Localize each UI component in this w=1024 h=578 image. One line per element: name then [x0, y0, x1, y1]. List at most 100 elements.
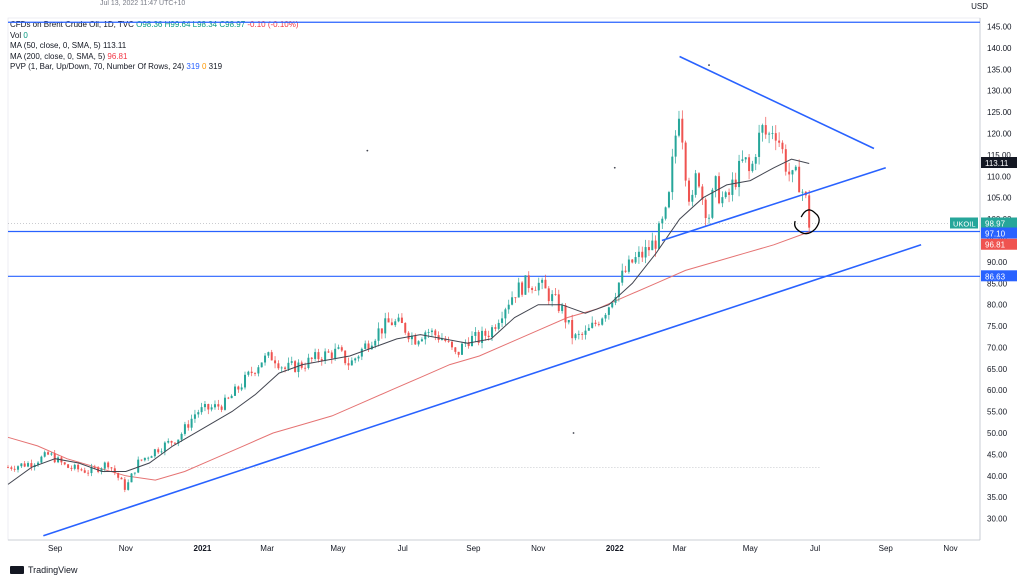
- candle-body: [741, 159, 744, 161]
- candle-body: [13, 468, 16, 470]
- candle-body: [294, 361, 297, 372]
- candle-body: [687, 180, 690, 202]
- candle-body: [370, 345, 373, 350]
- candle-body: [691, 194, 694, 202]
- candle-body: [631, 259, 634, 263]
- candle-body: [450, 341, 453, 348]
- candle-body: [561, 305, 564, 312]
- candle-body: [387, 318, 390, 323]
- y-tick-label: 50.00: [987, 429, 1008, 438]
- legend-ma50-row[interactable]: MA (50, close, 0, SMA, 5) 113.11: [10, 41, 299, 52]
- candle-body: [324, 351, 327, 361]
- candle-body: [6, 467, 10, 469]
- candle-body: [193, 414, 196, 419]
- ohlc-change: -0.10 (-0.10%): [247, 20, 299, 29]
- symbol-name: CFDs on Brent Crude Oil, 1D, TVC: [10, 20, 134, 29]
- pvp-value-1: 319: [186, 62, 200, 71]
- x-tick-label: 2022: [606, 544, 624, 553]
- ma50-value: 113.11: [102, 41, 127, 50]
- legend-vol-row[interactable]: Vol 0: [10, 31, 299, 42]
- legend-ma200-row[interactable]: MA (200, close, 0, SMA, 5) 96.81: [10, 52, 299, 63]
- candle-body: [587, 327, 590, 331]
- candle-body: [90, 467, 93, 474]
- candle-body: [721, 197, 724, 204]
- candle-body: [140, 459, 143, 461]
- candle-body: [233, 386, 236, 396]
- candle-body: [310, 357, 313, 359]
- candle-body: [357, 356, 360, 359]
- candle-body: [544, 279, 547, 289]
- candle-body: [481, 330, 484, 343]
- candle-body: [200, 407, 203, 413]
- candle-body: [223, 397, 226, 410]
- candle-body: [63, 462, 66, 465]
- x-tick-label: Jul: [810, 544, 820, 553]
- candle-body: [230, 395, 233, 399]
- candle-body: [417, 341, 420, 345]
- candle-body: [267, 352, 270, 356]
- candle-body: [320, 359, 323, 361]
- candle-body: [304, 367, 307, 369]
- candle-body: [170, 440, 173, 443]
- y-tick-label: 130.00: [987, 87, 1012, 96]
- candle-body: [581, 333, 584, 335]
- candle-body: [511, 297, 514, 305]
- tradingview-brand[interactable]: TradingView: [10, 565, 78, 575]
- candle-body: [430, 330, 433, 333]
- candle-body: [207, 404, 210, 410]
- candle-body: [210, 407, 213, 410]
- candle-body: [791, 170, 794, 175]
- support-label: 86.63: [985, 272, 1006, 281]
- ma200-value: 96.81: [107, 51, 128, 61]
- candle-body: [621, 270, 624, 283]
- candle-body: [647, 247, 650, 251]
- candle-body: [527, 275, 530, 289]
- candle-body: [103, 462, 106, 469]
- candle-body: [694, 173, 697, 195]
- candle-body: [264, 355, 267, 363]
- hand-drawn-circle: [794, 209, 820, 235]
- candle-body: [477, 332, 480, 343]
- candle-body: [40, 456, 43, 463]
- candle-body: [514, 297, 517, 299]
- candle-body: [180, 433, 183, 440]
- candle-body: [601, 318, 604, 325]
- candle-body: [594, 322, 597, 324]
- x-tick-label: May: [330, 544, 345, 553]
- candle-body: [617, 282, 620, 298]
- currency-label: USD: [971, 2, 988, 11]
- candle-body: [87, 472, 90, 474]
- legend-symbol-row[interactable]: CFDs on Brent Crude Oil, 1D, TVC O98.36 …: [10, 20, 299, 31]
- candle-body: [604, 314, 607, 319]
- candle-body: [534, 289, 537, 291]
- y-tick-label: 135.00: [987, 65, 1012, 74]
- candle-body: [57, 457, 60, 463]
- x-tick-label: Mar: [260, 544, 274, 553]
- candle-body: [607, 307, 610, 315]
- ma50-label: MA (50, close, 0, SMA, 5): [10, 41, 101, 50]
- ma50-label-bg: [981, 157, 1017, 169]
- candle-body: [701, 186, 704, 200]
- candle-body: [624, 270, 627, 272]
- candle-body: [143, 457, 146, 461]
- candle-body: [314, 352, 317, 359]
- candle-body: [771, 133, 774, 134]
- candle-body: [117, 473, 120, 478]
- annotation-dot: [613, 166, 616, 169]
- candle-body: [374, 340, 377, 346]
- candle-body: [654, 240, 657, 249]
- candle-body: [788, 171, 791, 175]
- candle-body: [794, 166, 797, 171]
- candle-body: [758, 132, 761, 157]
- y-tick-label: 70.00: [987, 343, 1008, 352]
- y-tick-label: 110.00: [987, 172, 1011, 181]
- candle-body: [471, 335, 474, 347]
- ma200-line: [7, 231, 810, 481]
- candle-body: [460, 343, 463, 355]
- candle-body: [167, 440, 170, 443]
- candle-body: [227, 397, 230, 399]
- legend-pvp-row[interactable]: PVP (1, Bar, Up/Down, 70, Number Of Rows…: [10, 62, 299, 73]
- candle-body: [250, 371, 253, 374]
- ukoil-label: 98.97: [985, 220, 1006, 229]
